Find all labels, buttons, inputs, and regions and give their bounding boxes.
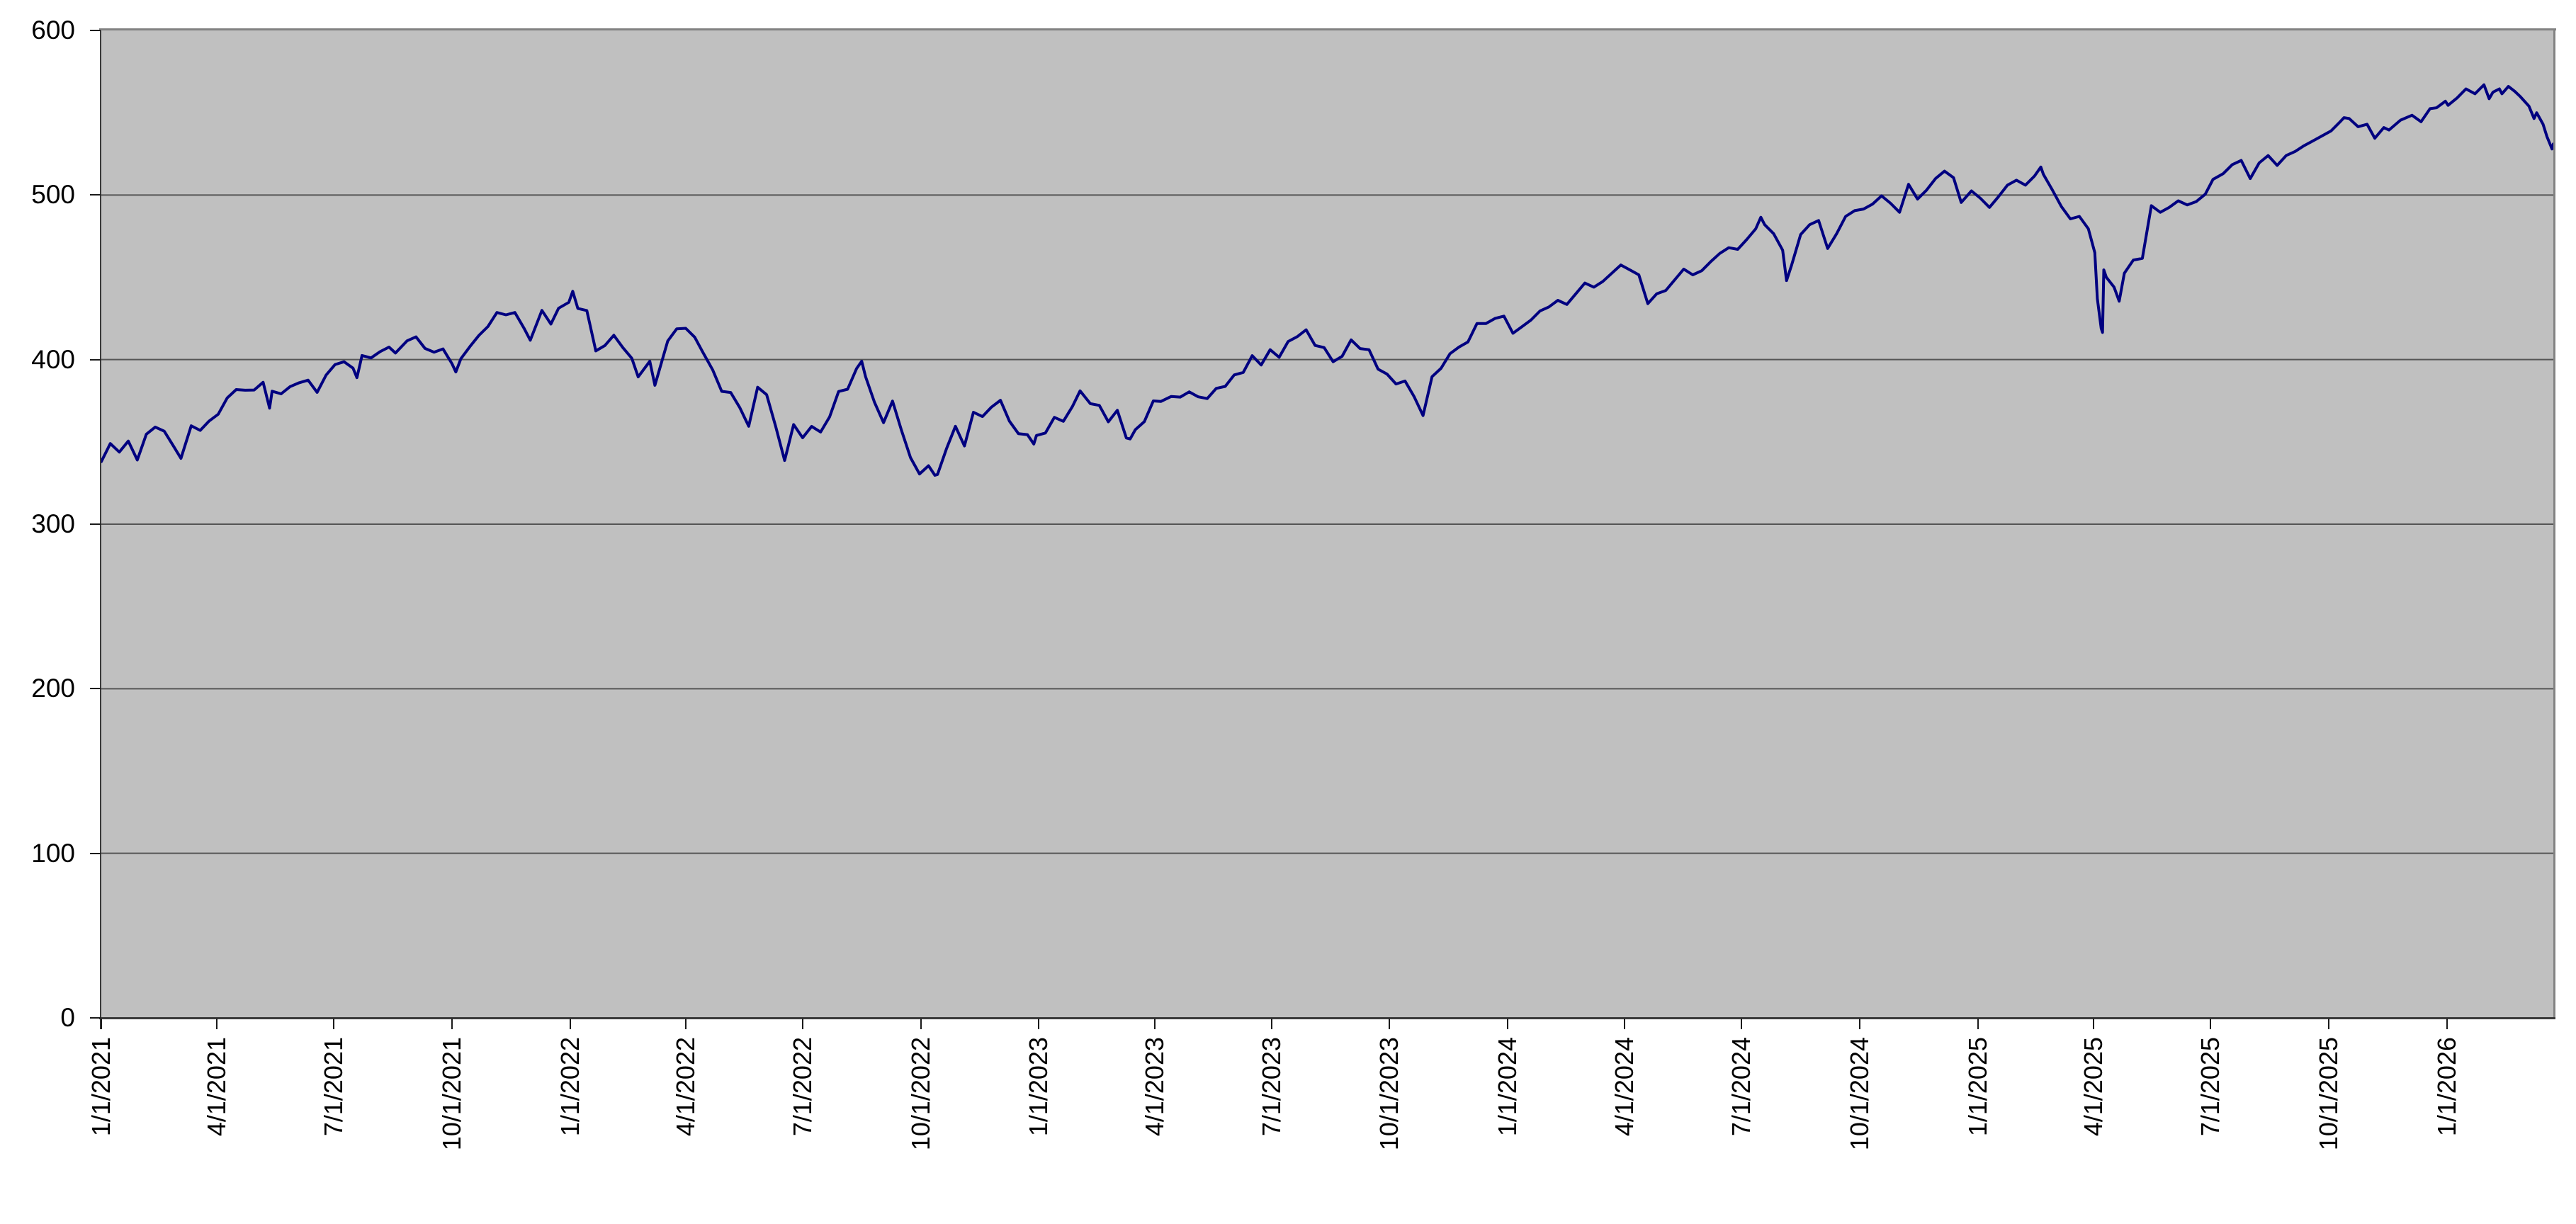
chart-canvas bbox=[101, 30, 2553, 1018]
y-axis-label: 300 bbox=[31, 509, 75, 538]
x-tick bbox=[801, 1019, 803, 1029]
x-tick bbox=[2327, 1019, 2329, 1029]
x-tick bbox=[1389, 1019, 1391, 1029]
x-axis-label-anchor: 4/1/2023 bbox=[1140, 1037, 1241, 1136]
y-axis-label: 600 bbox=[31, 16, 75, 45]
x-axis-label-anchor: 7/1/2025 bbox=[2196, 1037, 2296, 1136]
x-axis-label: 4/1/2024 bbox=[1610, 1037, 1639, 1137]
y-tick bbox=[90, 1017, 101, 1019]
plot-border-top bbox=[99, 28, 2556, 30]
x-tick bbox=[1624, 1019, 1626, 1029]
x-axis-label: 1/1/2023 bbox=[1024, 1037, 1053, 1137]
x-axis-label-anchor: 10/1/2021 bbox=[437, 1037, 552, 1150]
x-tick bbox=[569, 1019, 571, 1029]
y-tick bbox=[90, 30, 101, 31]
x-tick bbox=[1741, 1019, 1743, 1029]
y-tick bbox=[90, 688, 101, 690]
y-axis-label: 500 bbox=[31, 180, 75, 210]
y-axis-label: 200 bbox=[31, 674, 75, 703]
x-axis-label-anchor: 1/1/2023 bbox=[1024, 1037, 1124, 1136]
x-axis-label-anchor: 10/1/2023 bbox=[1374, 1037, 1489, 1150]
y-tick bbox=[90, 523, 101, 525]
y-axis-label: 100 bbox=[31, 838, 75, 868]
x-axis-label-anchor: 1/1/2022 bbox=[555, 1037, 656, 1136]
x-tick bbox=[1038, 1019, 1040, 1029]
x-axis-label-anchor: 4/1/2022 bbox=[671, 1037, 772, 1136]
x-axis-label: 7/1/2021 bbox=[319, 1037, 349, 1137]
x-axis-line bbox=[99, 1017, 2555, 1019]
x-tick bbox=[216, 1019, 218, 1029]
x-axis-label: 7/1/2025 bbox=[2195, 1037, 2225, 1137]
x-tick bbox=[1507, 1019, 1509, 1029]
x-axis-label: 4/1/2021 bbox=[202, 1037, 232, 1137]
x-tick bbox=[2092, 1019, 2094, 1029]
x-tick bbox=[2209, 1019, 2211, 1029]
x-axis-label-anchor: 4/1/2024 bbox=[1610, 1037, 1710, 1136]
x-axis-label-anchor: 4/1/2021 bbox=[202, 1037, 303, 1136]
x-tick bbox=[333, 1019, 335, 1029]
x-axis-label: 10/1/2022 bbox=[905, 1037, 935, 1151]
y-axis-label: 0 bbox=[60, 1003, 75, 1032]
x-axis-label-anchor: 7/1/2023 bbox=[1257, 1037, 1357, 1136]
x-axis-label: 10/1/2023 bbox=[1374, 1037, 1404, 1151]
y-axis-label: 400 bbox=[31, 344, 75, 374]
y-tick bbox=[90, 852, 101, 854]
y-tick bbox=[90, 358, 101, 361]
x-axis-label: 7/1/2024 bbox=[1727, 1037, 1756, 1137]
x-tick bbox=[1270, 1019, 1272, 1029]
y-axis-line bbox=[100, 30, 101, 1029]
x-axis-label-anchor: 1/1/2025 bbox=[1963, 1037, 2064, 1136]
x-axis-label: 10/1/2025 bbox=[2313, 1037, 2343, 1151]
x-axis-label-anchor: 7/1/2024 bbox=[1727, 1037, 1827, 1136]
x-axis-label-anchor: 10/1/2022 bbox=[906, 1037, 1021, 1150]
x-axis-label-anchor: 4/1/2025 bbox=[2079, 1037, 2179, 1136]
x-tick bbox=[1859, 1019, 1860, 1029]
x-axis-label-anchor: 1/1/2024 bbox=[1493, 1037, 1593, 1136]
x-axis-label-anchor: 10/1/2025 bbox=[2314, 1037, 2429, 1150]
x-tick bbox=[1153, 1019, 1156, 1029]
x-axis-label-anchor: 10/1/2024 bbox=[1845, 1037, 1960, 1150]
x-axis-label-anchor: 7/1/2021 bbox=[319, 1037, 419, 1136]
x-axis-label: 4/1/2022 bbox=[670, 1037, 700, 1137]
x-axis-label: 1/1/2022 bbox=[555, 1037, 584, 1137]
x-axis-label: 1/1/2021 bbox=[86, 1037, 115, 1137]
x-tick bbox=[451, 1019, 453, 1029]
price-line bbox=[101, 83, 2553, 477]
x-tick bbox=[2446, 1019, 2448, 1029]
x-axis-label: 1/1/2026 bbox=[2431, 1037, 2461, 1137]
y-tick bbox=[90, 194, 101, 196]
x-axis-label: 7/1/2022 bbox=[787, 1037, 817, 1137]
x-axis-label: 4/1/2025 bbox=[2078, 1037, 2108, 1137]
x-axis-label: 10/1/2021 bbox=[436, 1037, 466, 1151]
plot-border-right bbox=[2553, 28, 2555, 1019]
x-axis-label: 1/1/2024 bbox=[1493, 1037, 1523, 1137]
x-axis-label: 1/1/2025 bbox=[1962, 1037, 1992, 1137]
x-tick bbox=[1977, 1019, 1979, 1029]
x-axis-label: 7/1/2023 bbox=[1256, 1037, 1286, 1137]
x-axis-label-anchor: 1/1/2026 bbox=[2432, 1037, 2533, 1136]
x-tick bbox=[920, 1019, 922, 1029]
x-axis-label: 4/1/2023 bbox=[1139, 1037, 1169, 1137]
x-axis-label: 10/1/2024 bbox=[1845, 1037, 1874, 1151]
x-tick bbox=[684, 1019, 687, 1029]
x-axis-label-anchor: 7/1/2022 bbox=[788, 1037, 888, 1136]
x-tick bbox=[101, 1019, 102, 1029]
x-axis-label-anchor: 1/1/2021 bbox=[86, 1037, 187, 1136]
